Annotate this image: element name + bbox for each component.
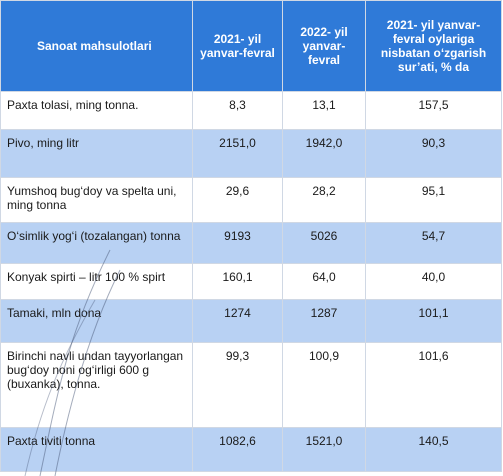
- value-cell: 54,7: [365, 222, 502, 264]
- value-cell: 100,9: [282, 342, 366, 428]
- value-cell: 90,3: [365, 129, 502, 178]
- value-cell: 5026: [282, 222, 366, 264]
- header-cell: 2021- yil yanvar-fevral: [192, 0, 283, 92]
- value-cell: 8,3: [192, 91, 283, 130]
- value-cell: 101,1: [365, 299, 502, 343]
- table-row: Paxta tolasi, ming tonna. 8,3 13,1 157,5: [0, 91, 502, 130]
- header-cell: 2022- yil yanvar-fevral: [282, 0, 366, 92]
- value-cell: 1082,6: [192, 427, 283, 472]
- value-cell: 9193: [192, 222, 283, 264]
- value-cell: 101,6: [365, 342, 502, 428]
- value-cell: 1274: [192, 299, 283, 343]
- value-cell: 95,1: [365, 177, 502, 223]
- product-cell: Birinchi navli undan tayyorlangan bug‘do…: [0, 342, 193, 428]
- table-row: O‘simlik yog‘i (tozalangan) tonna 9193 502…: [0, 222, 502, 264]
- product-cell: Paxta tolasi, ming tonna.: [0, 91, 193, 130]
- table-row: Tamaki, mln dona 1274 1287 101,1: [0, 299, 502, 343]
- value-cell: 160,1: [192, 263, 283, 300]
- table-row: Konyak spirti – litr 100 % spirt 160,1 64,…: [0, 263, 502, 300]
- value-cell: 1942,0: [282, 129, 366, 178]
- product-cell: Pivo, ming litr: [0, 129, 193, 178]
- table-row: Yumshoq bug‘doy va spelta uni, ming tonn…: [0, 177, 502, 223]
- table-row: Paxta tiviti tonna 1082,6 1521,0 140,5: [0, 427, 502, 472]
- product-cell: Yumshoq bug‘doy va spelta uni, ming tonn…: [0, 177, 193, 223]
- header-cell: 2021- yil yanvar-fevral oylariga nisbata…: [365, 0, 502, 92]
- value-cell: 64,0: [282, 263, 366, 300]
- value-cell: 140,5: [365, 427, 502, 472]
- product-cell: O‘simlik yog‘i (tozalangan) tonna: [0, 222, 193, 264]
- value-cell: 29,6: [192, 177, 283, 223]
- product-cell: Paxta tiviti tonna: [0, 427, 193, 472]
- table-row: Birinchi navli undan tayyorlangan bug‘do…: [0, 342, 502, 428]
- value-cell: 99,3: [192, 342, 283, 428]
- value-cell: 13,1: [282, 91, 366, 130]
- value-cell: 40,0: [365, 263, 502, 300]
- header-cell: Sanoat mahsulotlari: [0, 0, 193, 92]
- value-cell: 1287: [282, 299, 366, 343]
- product-cell: Konyak spirti – litr 100 % spirt: [0, 263, 193, 300]
- value-cell: 28,2: [282, 177, 366, 223]
- header-row: Sanoat mahsulotlari 2021- yil yanvar-fevr…: [0, 0, 502, 92]
- value-cell: 157,5: [365, 91, 502, 130]
- table-row: Pivo, ming litr 2151,0 1942,0 90,3: [0, 129, 502, 178]
- value-cell: 1521,0: [282, 427, 366, 472]
- product-cell: Tamaki, mln dona: [0, 299, 193, 343]
- value-cell: 2151,0: [192, 129, 283, 178]
